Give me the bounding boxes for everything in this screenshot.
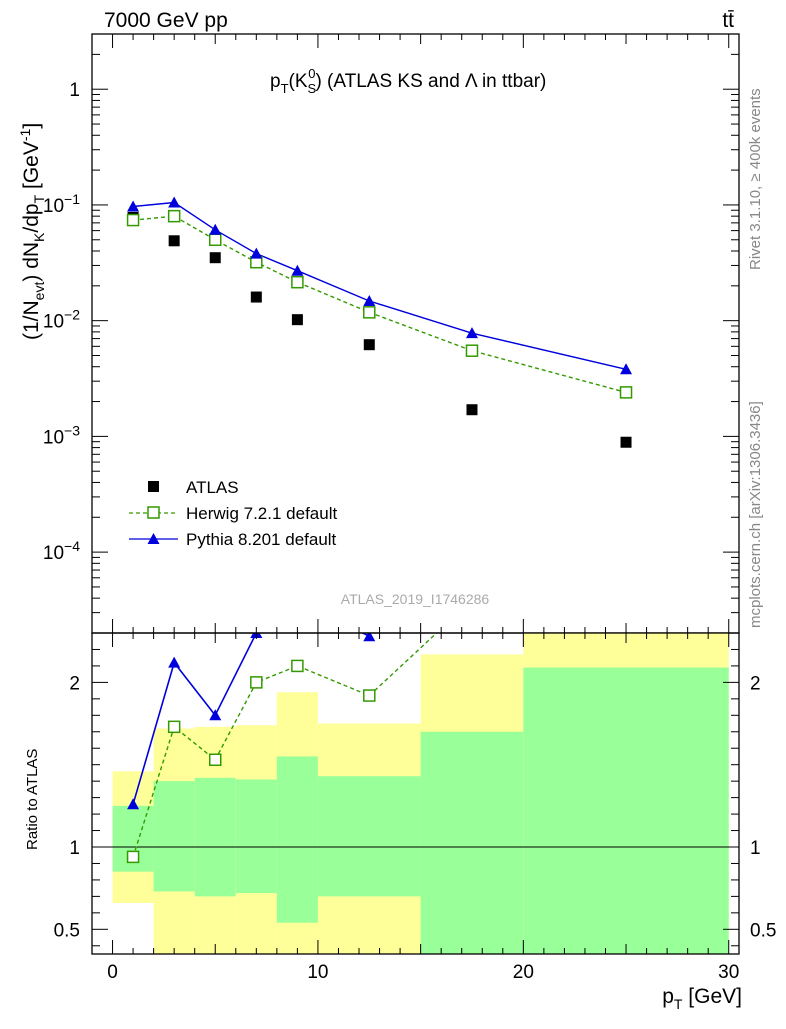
svg-text:pT(KS0) (ATLAS KS and Λ in ttb: pT(KS0) (ATLAS KS and Λ in ttbar): [270, 66, 546, 96]
pythia-point: [127, 200, 140, 212]
herwig-point: [619, 386, 633, 399]
herwig-point: [126, 213, 140, 227]
ratio-y-tick-label: 1: [69, 838, 80, 859]
herwig-point: [167, 209, 181, 223]
pythia-point: [250, 247, 263, 259]
herwig-point: [363, 306, 376, 319]
legend-label-atlas: ATLAS: [186, 478, 239, 497]
ratio-y-tick-label-right: 1: [750, 838, 761, 859]
atlas-point: [620, 436, 632, 448]
x-tick-label: 30: [718, 962, 739, 983]
legend-item-herwig: Herwig 7.2.1 default: [129, 504, 337, 523]
x-tick-label: 0: [107, 962, 118, 983]
y-tick-label: 1: [69, 80, 80, 101]
legend-item-pythia: Pythia 8.201 default: [129, 530, 337, 549]
atlas-point: [168, 235, 180, 247]
analysis-id-label: ATLAS_2019_I1746286: [341, 591, 490, 607]
herwig-point: [465, 344, 479, 357]
atlas-point: [291, 314, 303, 326]
pythia-ratio-line: [132, 633, 370, 805]
herwig-ratio-point: [291, 659, 304, 673]
pythia-ratio-point: [168, 656, 181, 668]
pythia-point: [291, 264, 304, 276]
ratio-inner-band: [420, 731, 524, 954]
pythia-point: [620, 363, 633, 375]
ratio-y-tick-label-right: 0.5: [750, 920, 776, 941]
ratio-inner-band: [523, 667, 729, 954]
process-label: tt̄: [722, 9, 734, 32]
legend-label-pythia: Pythia 8.201 default: [186, 530, 337, 549]
ratio-inner-band: [276, 756, 318, 923]
herwig-point: [208, 233, 222, 247]
x-tick-label: 10: [307, 962, 328, 983]
pythia-point: [209, 223, 222, 235]
y-tick-label: 10−3: [43, 422, 80, 448]
atlas-point: [466, 404, 478, 416]
svg-text:pT [GeV]: pT [GeV]: [662, 985, 742, 1012]
svg-text:(1/Nevt) dNK/dpT [GeV-1]: (1/Nevt) dNK/dpT [GeV-1]: [17, 123, 47, 340]
ratio-inner-band: [153, 781, 195, 892]
pythia-ratio-point: [127, 798, 140, 810]
herwig-ratio-point: [167, 720, 181, 734]
legend-item-atlas: ATLAS: [148, 478, 239, 497]
main-plot-panel: ATLAS_2019_I1746286 1 10−1 10−2 10−3 10−4: [43, 33, 740, 634]
herwig-line: [133, 215, 627, 394]
pythia-line: [133, 201, 627, 370]
ratio-y-tick-label-right: 2: [750, 673, 761, 694]
atlas-point: [250, 291, 262, 303]
main-title: pT(KS0) (ATLAS KS and Λ in ttbar): [270, 66, 546, 96]
pythia-ratio-point: [363, 633, 376, 642]
main-y-axis-label: (1/Nevt) dNK/dpT [GeV-1]: [17, 123, 47, 340]
legend-label-herwig: Herwig 7.2.1 default: [186, 504, 337, 523]
mcplots-label: mcplots.cern.ch [arXiv:1306.3436]: [747, 401, 764, 628]
ratio-y-tick-label: 2: [69, 673, 80, 694]
ratio-inner-band: [317, 776, 421, 897]
legend: ATLAS Herwig 7.2.1 default Pythia 8.201 …: [129, 478, 337, 549]
ratio-y-tick-label: 0.5: [54, 920, 80, 941]
pythia-point: [363, 294, 376, 306]
pythia-point: [465, 327, 478, 339]
pythia-ratio-point: [291, 594, 303, 605]
y-tick-label: 10−4: [43, 538, 80, 564]
pythia-ratio-point: [209, 709, 222, 721]
herwig-ratio-point: [363, 689, 376, 702]
ratio-inner-band: [235, 779, 277, 894]
atlas-point: [363, 339, 375, 351]
pythia-point: [168, 196, 181, 208]
rivet-label: Rivet 3.1.10, ≥ 400k events: [747, 88, 764, 270]
y-tick-label: 10−1: [43, 191, 80, 217]
atlas-point: [209, 252, 221, 264]
ratio-plot-frame: [91, 632, 740, 955]
herwig-ratio-point: [250, 676, 263, 689]
y-tick-label: 10−2: [43, 307, 80, 333]
herwig-point: [291, 275, 304, 289]
x-axis-label: pT [GeV]: [662, 985, 742, 1012]
x-tick-label: 20: [513, 962, 534, 983]
ratio-plot-panel: 0.5 0.5 1 1 2 2 0 10 20 30: [54, 594, 776, 983]
herwig-ratio-point: [208, 753, 222, 767]
ratio-y-axis-label: Ratio to ATLAS: [24, 749, 41, 850]
energy-label: 7000 GeV pp: [104, 9, 228, 32]
herwig-ratio-point: [126, 850, 140, 864]
ratio-inner-band: [194, 777, 236, 897]
